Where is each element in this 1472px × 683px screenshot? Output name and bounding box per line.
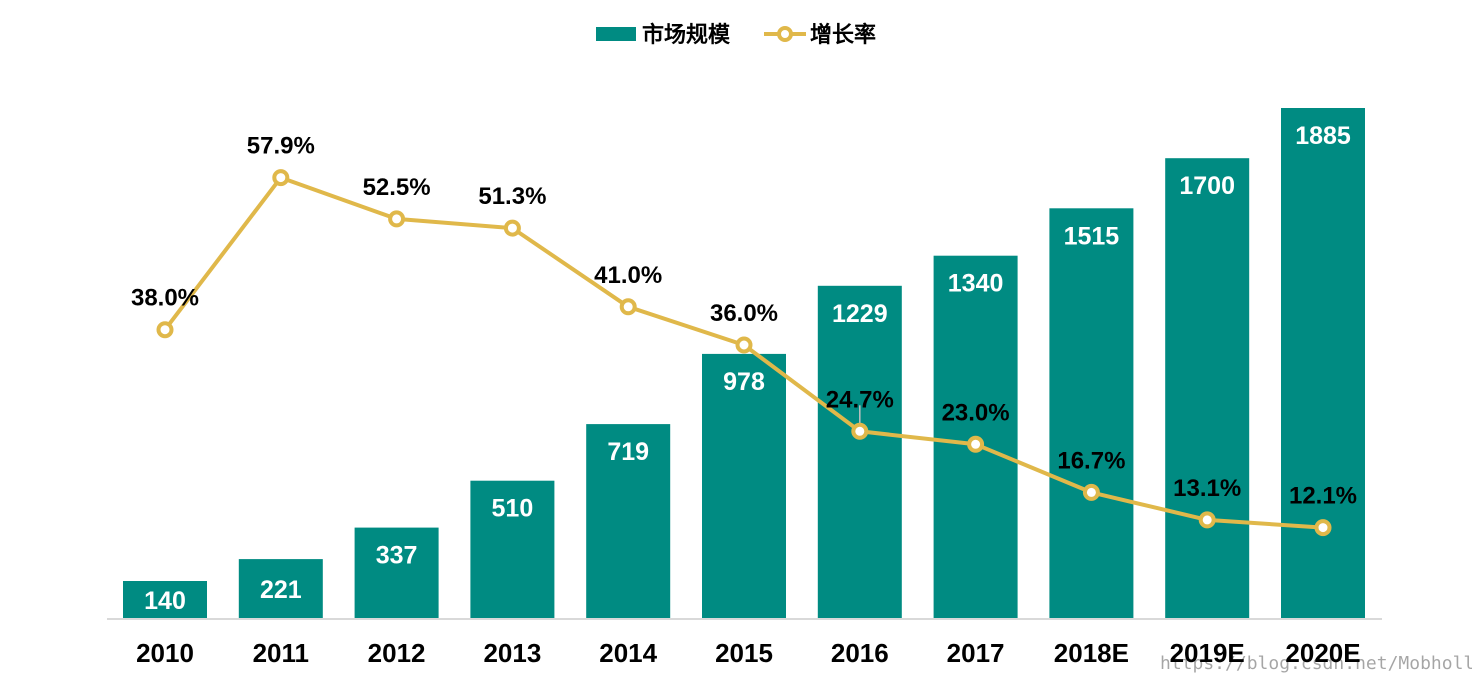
bar-value-label-2013: 510 [492,495,534,523]
bar-value-label-2019E: 1700 [1179,172,1235,200]
growth-point-2018E [1082,483,1100,501]
bar-value-label-2011: 221 [260,576,302,604]
growth-point-2015 [735,336,753,354]
growth-value-label-2017: 23.0% [942,399,1010,426]
bar-2010 [123,581,207,619]
growth-point-2020E [1314,519,1332,537]
growth-point-2010 [156,321,174,339]
x-tick-label-2019E: 2019E [1170,638,1245,668]
growth-value-label-2018E: 16.7% [1057,447,1125,474]
legend: 市场规模 增长率 [596,22,876,48]
x-tick-label-2012: 2012 [368,638,426,668]
growth-value-label-2010: 38.0% [131,285,199,312]
bar-2019E [1165,158,1250,619]
bars: 140 221 337 510 719 978 1229 1340 1515 1700 1885 [123,108,1365,620]
legend-bar-label: 市场规模 [642,22,731,48]
bar-2012 [354,527,439,619]
bar-value-label-2016: 1229 [832,300,888,328]
bar-value-label-2020E: 1885 [1295,122,1351,150]
x-axis-ticks: 2010 2011 2012 2013 2014 2015 2016 2017 2018E 201… [136,638,1361,668]
growth-point-2017 [967,435,985,453]
growth-value-label-2013: 51.3% [478,183,546,210]
x-tick-label-2020E: 2020E [1285,638,1360,668]
bar-value-label-2015: 978 [723,368,765,396]
legend-line-label: 增长率 [810,22,876,48]
growth-value-label-2016: 24.7% [826,386,894,413]
growth-value-label-2020E: 12.1% [1289,483,1357,510]
bar-value-label-2012: 337 [376,542,418,570]
bar-2018E [1049,208,1134,620]
growth-point-2019E [1198,511,1216,529]
growth-point-2016 [851,422,869,440]
x-tick-label-2011: 2011 [253,638,309,668]
growth-value-label-2014: 41.0% [594,262,662,289]
growth-value-label-2012: 52.5% [363,174,431,201]
x-tick-label-2013: 2013 [483,638,541,668]
growth-value-label-2011: 57.9% [247,133,315,160]
bar-2020E [1281,108,1365,619]
bar-value-label-2014: 719 [607,438,649,466]
growth-value-label-2019E: 13.1% [1173,475,1241,502]
bar-value-label-2010: 140 [144,587,186,615]
x-tick-label-2014: 2014 [599,638,657,668]
bar-2014 [586,424,671,619]
x-tick-label-2017: 2017 [947,638,1005,668]
growth-point-2012 [388,210,406,228]
bar-value-label-2018E: 1515 [1064,222,1120,250]
x-tick-label-2016: 2016 [831,638,889,668]
growth-point-2013 [503,219,521,237]
growth-point-2014 [619,298,637,316]
bar-2016 [817,285,902,619]
legend-line-marker [777,26,793,42]
x-tick-label-2015: 2015 [715,638,773,668]
growth-point-2011 [272,169,290,187]
bar-2011 [238,559,323,619]
growth-value-label-2015: 36.0% [710,300,778,327]
bar-2015 [702,353,786,619]
watermark: https://blog.csdn.net/Mobholly [1160,653,1472,674]
bar-value-label-2017: 1340 [948,270,1004,298]
x-tick-label-2018E: 2018E [1054,638,1129,668]
x-tick-label-2010: 2010 [136,638,194,668]
line-series: 38.0% 57.9% 52.5% 51.3% 41.0% 36.0% 24.7% 23.0%… [131,133,1357,537]
bar-2013 [470,480,555,619]
legend-bar-swatch [596,27,636,41]
